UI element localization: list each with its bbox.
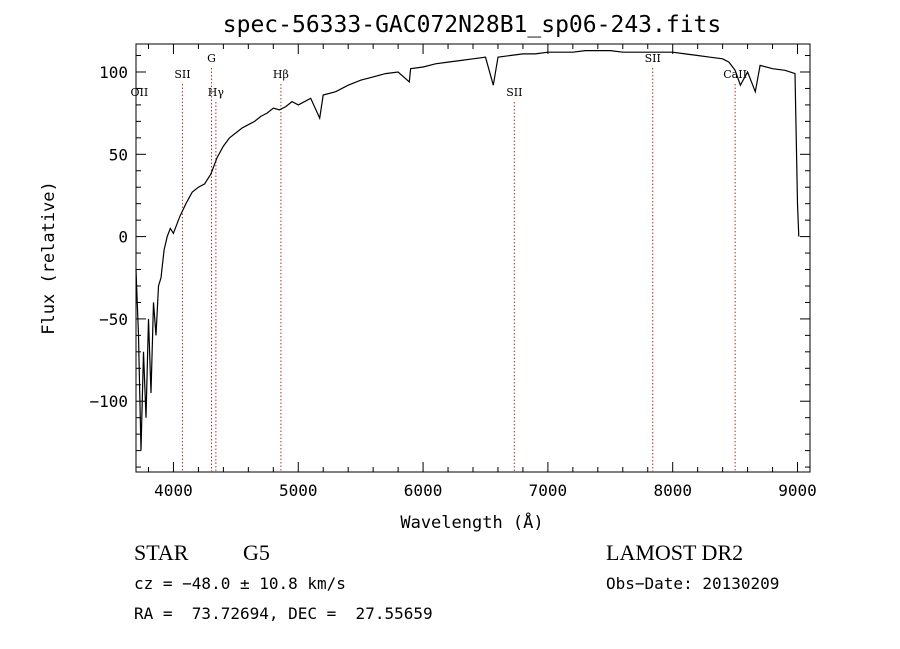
- y-tick-label: 50: [109, 145, 128, 164]
- obs-date: Obs−Date: 20130209: [606, 574, 780, 593]
- x-tick-label: 7000: [529, 481, 568, 500]
- emission-line-markers: OII SII Hγ G Hβ SII SII CaII: [131, 52, 747, 472]
- line-marker-label: SII: [506, 86, 522, 99]
- x-tick-label: 8000: [653, 481, 692, 500]
- y-tick-label: 100: [99, 63, 128, 82]
- x-tick-label: 5000: [279, 481, 318, 500]
- x-tick-label: 6000: [404, 481, 443, 500]
- coordinates: RA = 73.72694, DEC = 27.55659: [134, 604, 433, 623]
- x-tick-label: 4000: [154, 481, 193, 500]
- spectrum-chart: spec-56333-GAC072N28B1_sp06-243.fits OII…: [39, 12, 817, 533]
- spectrum-line: [135, 49, 800, 451]
- line-marker-label: CaII: [723, 68, 747, 81]
- survey-name: LAMOST DR2: [606, 540, 744, 565]
- y-axis-ticks: −100 −50 0 50 100: [89, 55, 810, 468]
- object-subclass: G5: [243, 540, 270, 565]
- line-marker-label: SII: [174, 68, 190, 81]
- plot-frame: [135, 43, 811, 473]
- line-marker-label: G: [207, 52, 216, 65]
- line-marker-label: Hβ: [273, 68, 289, 81]
- redshift-cz: cz = −48.0 ± 10.8 km/s: [134, 574, 346, 593]
- x-axis-ticks: 4000 5000 6000 7000 8000 9000: [147, 44, 817, 500]
- object-class: STAR: [134, 540, 189, 565]
- x-tick-label: 9000: [778, 481, 817, 500]
- line-marker-label: SII: [645, 52, 661, 65]
- chart-title: spec-56333-GAC072N28B1_sp06-243.fits: [223, 12, 722, 38]
- line-marker-label: Hγ: [208, 86, 225, 99]
- y-tick-label: 0: [118, 228, 128, 247]
- x-axis-label: Wavelength (Å): [400, 511, 543, 533]
- y-tick-label: −100: [89, 392, 128, 411]
- y-tick-label: −50: [99, 310, 128, 329]
- y-axis-label: Flux (relative): [39, 181, 59, 335]
- line-marker-label: OII: [131, 86, 149, 99]
